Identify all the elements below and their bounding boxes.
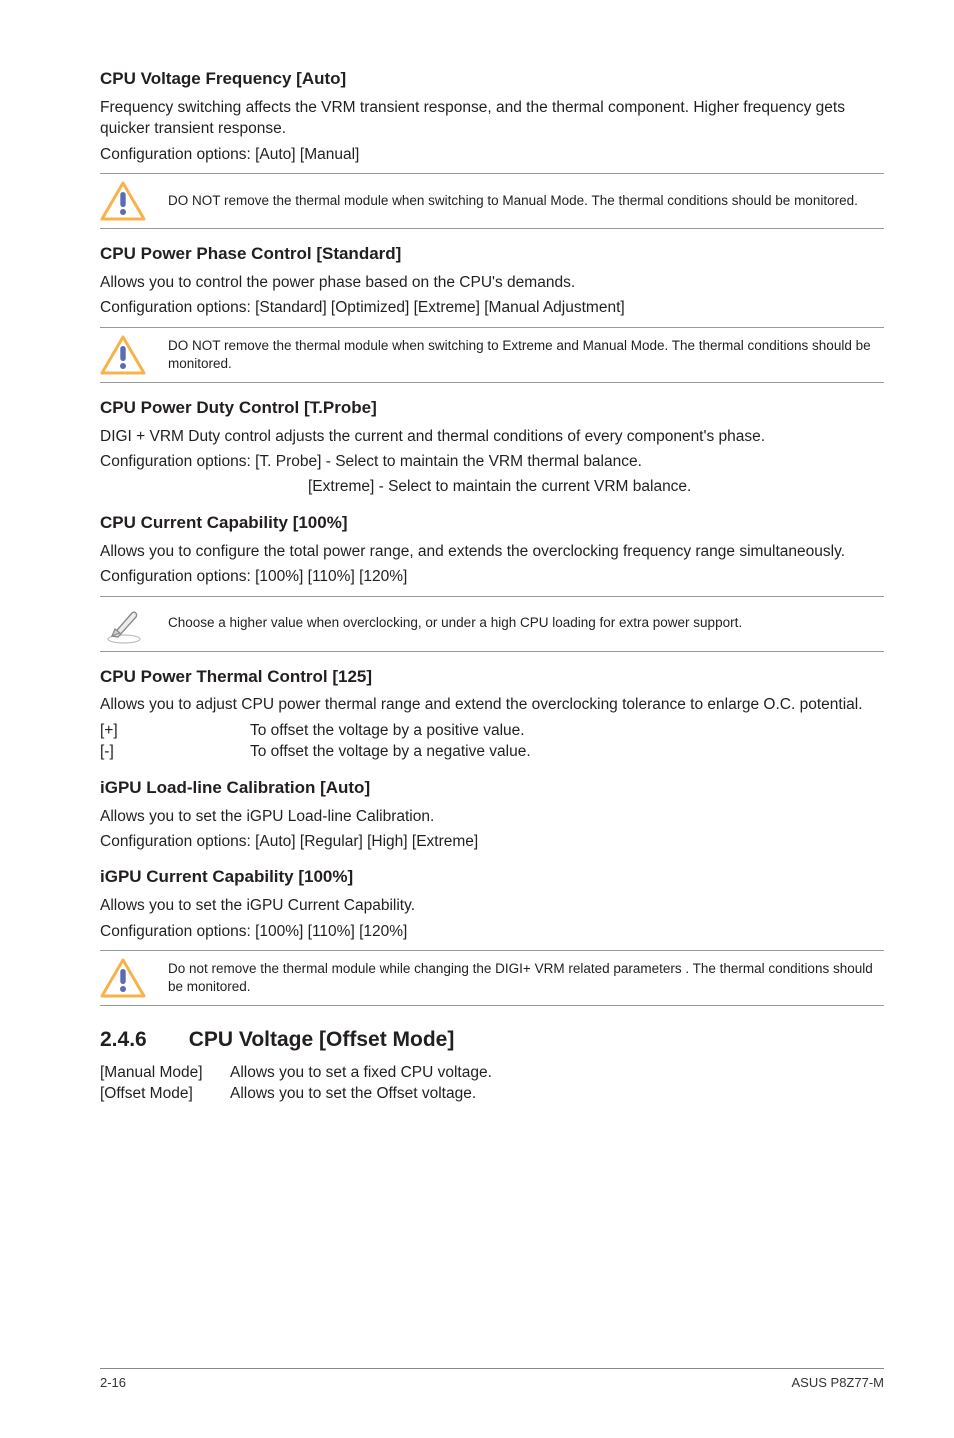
config-options: Configuration options: [100%] [110%] [12… — [100, 921, 884, 942]
config-options: Configuration options: [100%] [110%] [12… — [100, 566, 884, 587]
config-options-continued: [Extreme] - Select to maintain the curre… — [100, 476, 884, 497]
heading: CPU Power Phase Control [Standard] — [100, 243, 884, 266]
caution-note: Do not remove the thermal module while c… — [100, 950, 884, 1006]
paragraph: Allows you to adjust CPU power thermal r… — [100, 694, 884, 715]
config-options: Configuration options: [Auto] [Manual] — [100, 144, 884, 165]
caution-icon — [100, 957, 146, 999]
caution-icon — [100, 334, 146, 376]
heading: CPU Current Capability [100%] — [100, 512, 884, 535]
info-note: Choose a higher value when overclocking,… — [100, 596, 884, 652]
section-cpu-power-thermal: CPU Power Thermal Control [125] Allows y… — [100, 666, 884, 763]
heading: CPU Voltage Frequency [Auto] — [100, 68, 884, 91]
section-cpu-power-phase: CPU Power Phase Control [Standard] Allow… — [100, 243, 884, 383]
section-cpu-power-duty: CPU Power Duty Control [T.Probe] DIGI + … — [100, 397, 884, 498]
option-value: Allows you to set the Offset voltage. — [230, 1083, 884, 1104]
option-row: [Manual Mode] Allows you to set a fixed … — [100, 1062, 884, 1083]
paragraph: Frequency switching affects the VRM tran… — [100, 97, 884, 140]
option-key: [Offset Mode] — [100, 1083, 230, 1104]
note-text: Do not remove the thermal module while c… — [168, 960, 884, 996]
heading: iGPU Current Capability [100%] — [100, 866, 884, 889]
paragraph: Allows you to set the iGPU Load-line Cal… — [100, 806, 884, 827]
caution-note: DO NOT remove the thermal module when sw… — [100, 327, 884, 383]
config-options: Configuration options: [T. Probe] - Sele… — [100, 451, 884, 472]
paragraph: Allows you to configure the total power … — [100, 541, 884, 562]
section-igpu-current-cap: iGPU Current Capability [100%] Allows yo… — [100, 866, 884, 1006]
footer-product-name: ASUS P8Z77-M — [792, 1375, 884, 1390]
heading: CPU Power Thermal Control [125] — [100, 666, 884, 689]
option-row: [Offset Mode] Allows you to set the Offs… — [100, 1083, 884, 1104]
footer-page-number: 2-16 — [100, 1375, 126, 1390]
note-text: Choose a higher value when overclocking,… — [168, 614, 884, 632]
option-row: [+] To offset the voltage by a positive … — [100, 720, 884, 741]
section-igpu-loadline: iGPU Load-line Calibration [Auto] Allows… — [100, 777, 884, 853]
paragraph: Allows you to set the iGPU Current Capab… — [100, 895, 884, 916]
option-key: [Manual Mode] — [100, 1062, 230, 1083]
option-value: To offset the voltage by a negative valu… — [250, 741, 884, 762]
option-value: To offset the voltage by a positive valu… — [250, 720, 884, 741]
paragraph: Allows you to control the power phase ba… — [100, 272, 884, 293]
heading: CPU Power Duty Control [T.Probe] — [100, 397, 884, 420]
caution-icon — [100, 180, 146, 222]
note-text: DO NOT remove the thermal module when sw… — [168, 192, 884, 210]
section-cpu-voltage-body: [Manual Mode] Allows you to set a fixed … — [100, 1062, 884, 1105]
section-title: CPU Voltage [Offset Mode] — [189, 1028, 455, 1052]
caution-note: DO NOT remove the thermal module when sw… — [100, 173, 884, 229]
section-number: 2.4.6 — [100, 1028, 147, 1052]
note-text: DO NOT remove the thermal module when sw… — [168, 337, 884, 373]
heading: iGPU Load-line Calibration [Auto] — [100, 777, 884, 800]
section-cpu-current-cap: CPU Current Capability [100%] Allows you… — [100, 512, 884, 652]
config-options: Configuration options: [Standard] [Optim… — [100, 297, 884, 318]
option-key: [+] — [100, 720, 250, 741]
option-value: Allows you to set a fixed CPU voltage. — [230, 1062, 884, 1083]
config-options: Configuration options: [Auto] [Regular] … — [100, 831, 884, 852]
pen-icon — [100, 603, 146, 645]
page-footer: 2-16 ASUS P8Z77-M — [100, 1368, 884, 1390]
option-row: [-] To offset the voltage by a negative … — [100, 741, 884, 762]
option-key: [-] — [100, 741, 250, 762]
section-heading-2-4-6: 2.4.6 CPU Voltage [Offset Mode] — [100, 1028, 884, 1052]
section-cpu-voltage-frequency: CPU Voltage Frequency [Auto] Frequency s… — [100, 68, 884, 229]
paragraph: DIGI + VRM Duty control adjusts the curr… — [100, 426, 884, 447]
